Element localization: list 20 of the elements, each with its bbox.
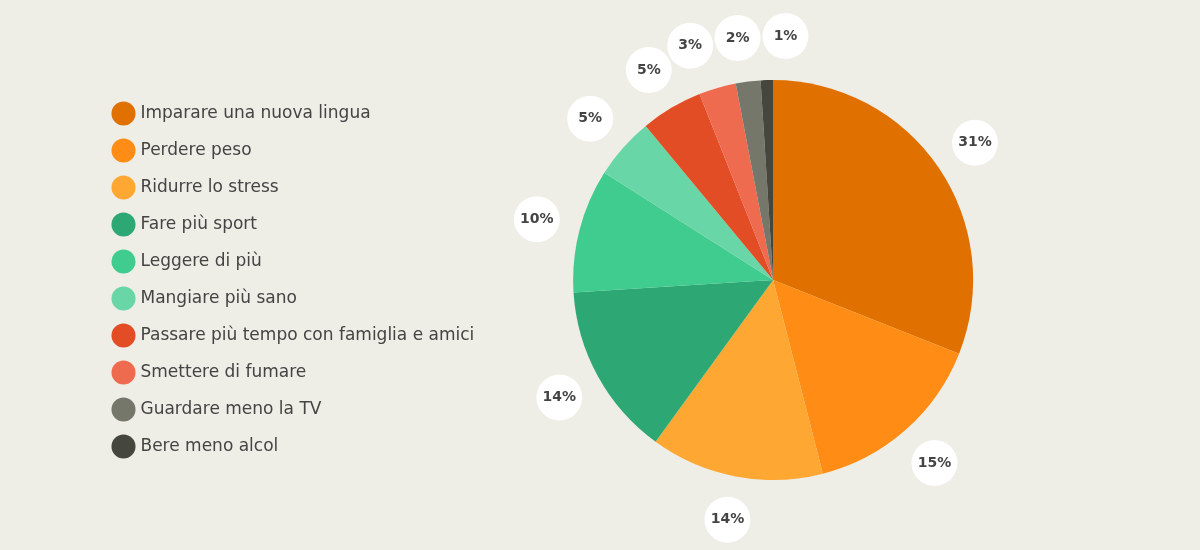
- legend-label: Bere meno alcol: [140, 434, 279, 455]
- data-label: 31%: [958, 133, 992, 150]
- legend-label: Fare più sport: [140, 212, 258, 233]
- legend-label: Imparare una nuova lingua: [140, 101, 371, 122]
- data-label: 5%: [578, 109, 603, 126]
- legend-label: Ridurre lo stress: [140, 175, 279, 196]
- data-label: 5%: [636, 60, 661, 77]
- data-label: 14%: [542, 388, 577, 405]
- data-label: 2%: [725, 28, 750, 45]
- legend-label: Mangiare più sano: [140, 286, 297, 307]
- data-label: 3%: [678, 36, 703, 53]
- legend-label: Guardare meno la TV: [140, 397, 322, 418]
- data-label: 1%: [773, 26, 798, 43]
- legend-label: Perdere peso: [140, 138, 252, 159]
- data-label: 15%: [917, 453, 952, 470]
- data-label: 10%: [520, 209, 554, 226]
- data-label: 14%: [710, 510, 745, 527]
- legend-label: Leggere di più: [140, 249, 262, 270]
- legend-label: Smettere di fumare: [140, 360, 307, 381]
- legend-label: Passare più tempo con famiglia e amici: [140, 323, 475, 344]
